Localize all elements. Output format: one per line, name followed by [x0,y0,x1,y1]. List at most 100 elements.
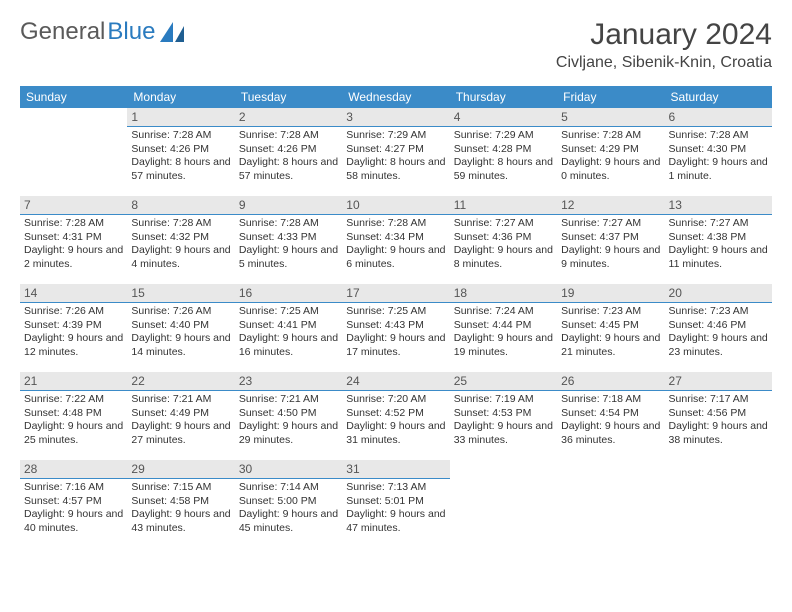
sunrise-text: Sunrise: 7:15 AM [131,481,230,495]
daylight-text: Daylight: 9 hours and 38 minutes. [669,420,768,447]
day-cell: 4Sunrise: 7:29 AMSunset: 4:28 PMDaylight… [450,108,557,196]
daylight-text: Daylight: 9 hours and 11 minutes. [669,244,768,271]
day-info: Sunrise: 7:14 AMSunset: 5:00 PMDaylight:… [235,479,342,536]
sunrise-text: Sunrise: 7:25 AM [346,305,445,319]
calendar-table: SundayMondayTuesdayWednesdayThursdayFrid… [20,86,772,548]
day-cell: 24Sunrise: 7:20 AMSunset: 4:52 PMDayligh… [342,372,449,460]
sunrise-text: Sunrise: 7:28 AM [24,217,123,231]
daylight-text: Daylight: 9 hours and 47 minutes. [346,508,445,535]
sunrise-text: Sunrise: 7:13 AM [346,481,445,495]
daylight-text: Daylight: 9 hours and 9 minutes. [561,244,660,271]
day-number: 18 [450,284,557,303]
sunrise-text: Sunrise: 7:21 AM [131,393,230,407]
sunset-text: Sunset: 4:26 PM [239,143,338,157]
day-number: 29 [127,460,234,479]
sunset-text: Sunset: 4:32 PM [131,231,230,245]
sunset-text: Sunset: 4:45 PM [561,319,660,333]
sunset-text: Sunset: 4:44 PM [454,319,553,333]
day-number: 21 [20,372,127,391]
day-number: 30 [235,460,342,479]
daylight-text: Daylight: 8 hours and 58 minutes. [346,156,445,183]
daylight-text: Daylight: 9 hours and 0 minutes. [561,156,660,183]
sunset-text: Sunset: 4:39 PM [24,319,123,333]
sunrise-text: Sunrise: 7:17 AM [669,393,768,407]
sunset-text: Sunset: 4:52 PM [346,407,445,421]
sunset-text: Sunset: 4:27 PM [346,143,445,157]
day-header: Saturday [665,86,772,108]
day-cell: 17Sunrise: 7:25 AMSunset: 4:43 PMDayligh… [342,284,449,372]
day-info: Sunrise: 7:25 AMSunset: 4:43 PMDaylight:… [342,303,449,360]
sunrise-text: Sunrise: 7:26 AM [131,305,230,319]
day-header: Monday [127,86,234,108]
sunset-text: Sunset: 4:58 PM [131,495,230,509]
day-number: 15 [127,284,234,303]
week-row: 28Sunrise: 7:16 AMSunset: 4:57 PMDayligh… [20,460,772,548]
day-number: 31 [342,460,449,479]
day-cell: 26Sunrise: 7:18 AMSunset: 4:54 PMDayligh… [557,372,664,460]
sunrise-text: Sunrise: 7:18 AM [561,393,660,407]
sunrise-text: Sunrise: 7:26 AM [24,305,123,319]
daylight-text: Daylight: 9 hours and 27 minutes. [131,420,230,447]
sunset-text: Sunset: 4:50 PM [239,407,338,421]
sunrise-text: Sunrise: 7:27 AM [669,217,768,231]
day-cell: 29Sunrise: 7:15 AMSunset: 4:58 PMDayligh… [127,460,234,548]
brand-part1: General [20,18,105,46]
day-number: 24 [342,372,449,391]
sunrise-text: Sunrise: 7:27 AM [454,217,553,231]
day-cell: 10Sunrise: 7:28 AMSunset: 4:34 PMDayligh… [342,196,449,284]
sunset-text: Sunset: 4:30 PM [669,143,768,157]
day-info: Sunrise: 7:28 AMSunset: 4:33 PMDaylight:… [235,215,342,272]
day-cell: 22Sunrise: 7:21 AMSunset: 4:49 PMDayligh… [127,372,234,460]
brand-logo: GeneralBlue [20,18,186,46]
day-number: 7 [20,196,127,215]
day-info: Sunrise: 7:28 AMSunset: 4:30 PMDaylight:… [665,127,772,184]
daylight-text: Daylight: 9 hours and 33 minutes. [454,420,553,447]
day-cell: 9Sunrise: 7:28 AMSunset: 4:33 PMDaylight… [235,196,342,284]
day-cell [557,460,664,548]
sunrise-text: Sunrise: 7:23 AM [669,305,768,319]
day-number: 17 [342,284,449,303]
daylight-text: Daylight: 9 hours and 8 minutes. [454,244,553,271]
sunrise-text: Sunrise: 7:16 AM [24,481,123,495]
day-info: Sunrise: 7:28 AMSunset: 4:31 PMDaylight:… [20,215,127,272]
day-info: Sunrise: 7:29 AMSunset: 4:28 PMDaylight:… [450,127,557,184]
day-info: Sunrise: 7:21 AMSunset: 4:50 PMDaylight:… [235,391,342,448]
day-number: 20 [665,284,772,303]
day-cell [450,460,557,548]
day-info: Sunrise: 7:28 AMSunset: 4:34 PMDaylight:… [342,215,449,272]
day-header: Friday [557,86,664,108]
day-cell: 18Sunrise: 7:24 AMSunset: 4:44 PMDayligh… [450,284,557,372]
day-number: 1 [127,108,234,127]
day-cell: 15Sunrise: 7:26 AMSunset: 4:40 PMDayligh… [127,284,234,372]
daylight-text: Daylight: 9 hours and 45 minutes. [239,508,338,535]
day-info: Sunrise: 7:21 AMSunset: 4:49 PMDaylight:… [127,391,234,448]
daylight-text: Daylight: 9 hours and 25 minutes. [24,420,123,447]
week-row: 14Sunrise: 7:26 AMSunset: 4:39 PMDayligh… [20,284,772,372]
day-info: Sunrise: 7:26 AMSunset: 4:40 PMDaylight:… [127,303,234,360]
day-number: 27 [665,372,772,391]
day-cell: 28Sunrise: 7:16 AMSunset: 4:57 PMDayligh… [20,460,127,548]
sunset-text: Sunset: 4:43 PM [346,319,445,333]
sunrise-text: Sunrise: 7:28 AM [239,129,338,143]
daylight-text: Daylight: 9 hours and 19 minutes. [454,332,553,359]
sunset-text: Sunset: 4:40 PM [131,319,230,333]
sunset-text: Sunset: 4:38 PM [669,231,768,245]
daylight-text: Daylight: 9 hours and 29 minutes. [239,420,338,447]
sunset-text: Sunset: 4:33 PM [239,231,338,245]
day-info: Sunrise: 7:19 AMSunset: 4:53 PMDaylight:… [450,391,557,448]
sunset-text: Sunset: 4:28 PM [454,143,553,157]
daylight-text: Daylight: 9 hours and 17 minutes. [346,332,445,359]
day-header: Wednesday [342,86,449,108]
day-cell: 27Sunrise: 7:17 AMSunset: 4:56 PMDayligh… [665,372,772,460]
day-info: Sunrise: 7:22 AMSunset: 4:48 PMDaylight:… [20,391,127,448]
sunset-text: Sunset: 4:31 PM [24,231,123,245]
day-number: 2 [235,108,342,127]
daylight-text: Daylight: 9 hours and 5 minutes. [239,244,338,271]
daylight-text: Daylight: 9 hours and 40 minutes. [24,508,123,535]
day-number: 14 [20,284,127,303]
logo-sail-icon [160,22,186,42]
day-cell: 30Sunrise: 7:14 AMSunset: 5:00 PMDayligh… [235,460,342,548]
location-text: Civljane, Sibenik-Knin, Croatia [556,54,772,72]
daylight-text: Daylight: 9 hours and 6 minutes. [346,244,445,271]
day-info: Sunrise: 7:23 AMSunset: 4:46 PMDaylight:… [665,303,772,360]
